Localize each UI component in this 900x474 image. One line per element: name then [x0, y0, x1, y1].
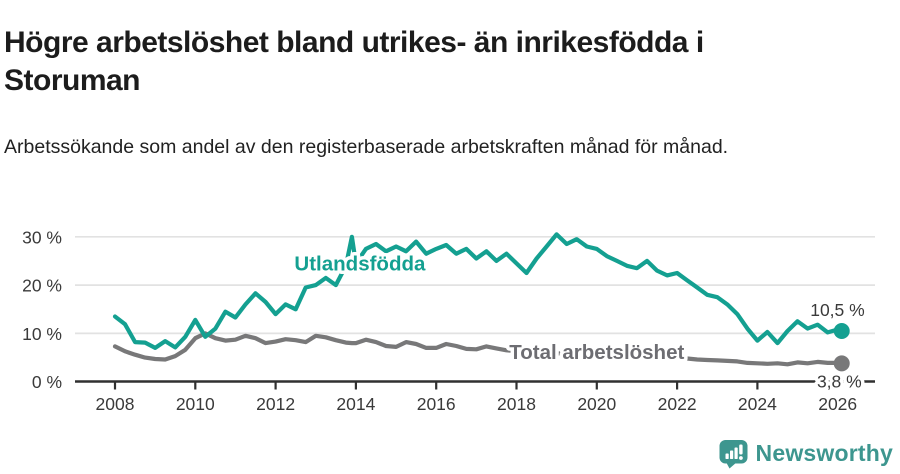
x-axis-tick-label: 2014	[336, 394, 375, 414]
page-title: Högre arbetslöshet bland utrikes- än inr…	[4, 26, 704, 98]
newsworthy-wordmark: Newsworthy	[755, 440, 893, 466]
chart-annotation: Total arbetslöshet	[509, 341, 684, 364]
x-axis-tick-label: 2016	[417, 394, 456, 414]
x-axis-tick-label: 2018	[497, 394, 536, 414]
x-axis-tick-label: 2024	[738, 394, 777, 414]
y-axis-tick-label: 0 %	[32, 372, 62, 392]
series-line-gray	[112, 331, 844, 367]
newsworthy-logo: Newsworthy	[718, 438, 893, 469]
series-line-teal	[112, 232, 844, 350]
y-axis-tick-label: 20 %	[22, 276, 62, 296]
y-axis-tick-label: 10 %	[22, 324, 62, 344]
x-axis-tick-label: 2012	[256, 394, 295, 414]
y-axis-tick-label: 30 %	[22, 227, 62, 247]
series-end-dot-teal	[833, 322, 850, 339]
chart-annotation: 10,5 %	[810, 300, 864, 320]
x-axis-tick-label: 2020	[577, 394, 616, 414]
chart-annotation: Utlandsfödda	[294, 252, 426, 275]
speech-bubble-bar-chart-icon	[719, 440, 748, 469]
series-end-dot-gray	[833, 355, 850, 372]
x-axis-tick-label: 2026	[818, 394, 857, 414]
chart-subtitle: Arbetssökande som andel av den registerb…	[4, 135, 729, 158]
chart-annotation: 3,8 %	[817, 371, 862, 391]
x-axis-tick-label: 2010	[176, 394, 215, 414]
x-axis-tick-label: 2022	[658, 394, 697, 414]
x-axis-tick-label: 2008	[96, 394, 135, 414]
